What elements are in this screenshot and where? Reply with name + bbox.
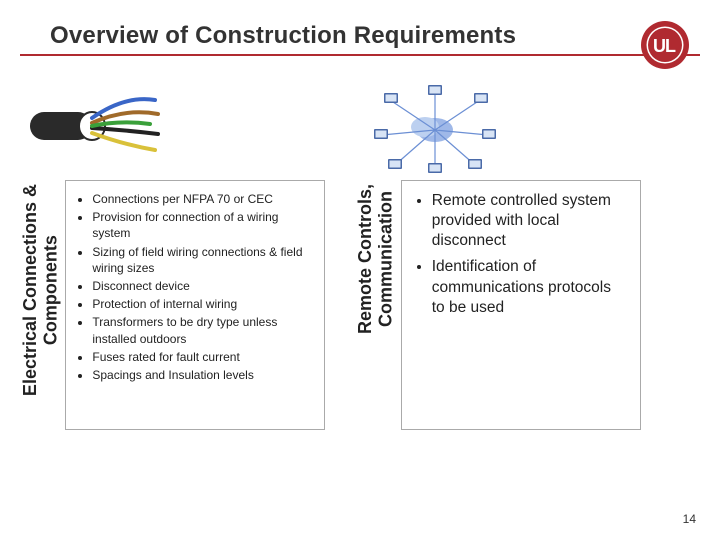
left-panel-list: Connections per NFPA 70 or CEC Provision… xyxy=(78,191,312,383)
list-item: Spacings and Insulation levels xyxy=(92,367,312,383)
svg-text:L: L xyxy=(665,36,676,56)
list-item: Sizing of field wiring connections & fie… xyxy=(92,244,312,276)
left-panel-box: Connections per NFPA 70 or CEC Provision… xyxy=(65,180,325,430)
cable-image xyxy=(30,90,160,160)
right-panel: Remote Controls, Communication Remote co… xyxy=(355,180,640,430)
right-panel-list: Remote controlled system provided with l… xyxy=(414,191,628,318)
right-panel-box: Remote controlled system provided with l… xyxy=(401,180,641,430)
header-rule xyxy=(20,54,700,56)
list-item: Remote controlled system provided with l… xyxy=(432,191,628,251)
content-row: Electrical Connections & Components Conn… xyxy=(20,180,700,430)
right-panel-label: Remote Controls, Communication xyxy=(355,180,396,338)
ul-logo: U L xyxy=(640,20,690,70)
list-item: Disconnect device xyxy=(92,278,312,294)
left-panel: Electrical Connections & Components Conn… xyxy=(20,180,325,430)
left-panel-label: Electrical Connections & Components xyxy=(20,180,61,400)
page-title: Overview of Construction Requirements xyxy=(50,22,516,50)
list-item: Transformers to be dry type unless insta… xyxy=(92,314,312,346)
list-item: Connections per NFPA 70 or CEC xyxy=(92,191,312,207)
network-image xyxy=(370,85,500,175)
list-item: Provision for connection of a wiring sys… xyxy=(92,209,312,241)
list-item: Protection of internal wiring xyxy=(92,296,312,312)
list-item: Identification of communications protoco… xyxy=(432,257,628,317)
page-number: 14 xyxy=(683,512,696,526)
list-item: Fuses rated for fault current xyxy=(92,349,312,365)
